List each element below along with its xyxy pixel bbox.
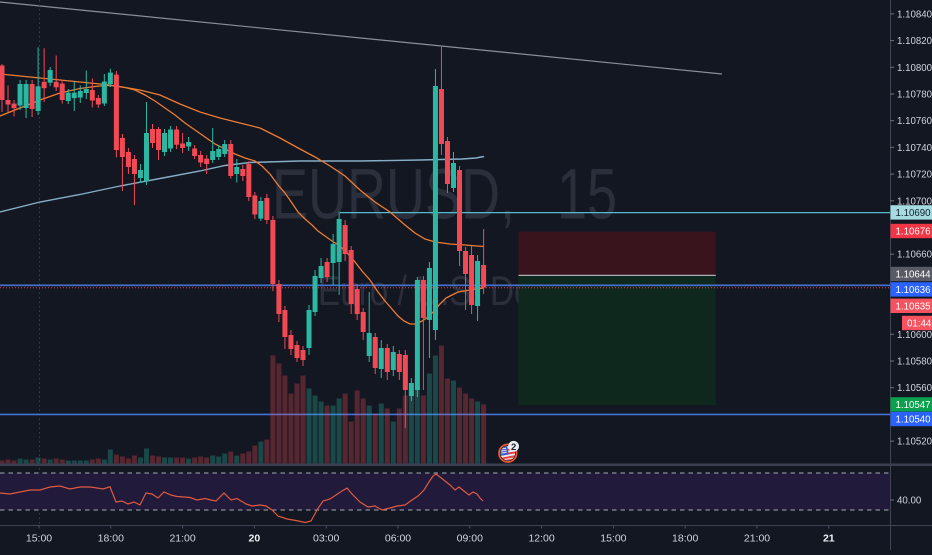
svg-text:1.10635: 1.10635 [896, 301, 931, 312]
svg-text:1.10600: 1.10600 [897, 330, 932, 341]
svg-text:20: 20 [249, 533, 261, 545]
svg-text:1.10580: 1.10580 [897, 357, 932, 368]
svg-text:1.10520: 1.10520 [897, 437, 932, 448]
svg-text:1.10840: 1.10840 [897, 9, 932, 20]
svg-text:15:00: 15:00 [600, 533, 626, 545]
svg-text:18:00: 18:00 [672, 533, 698, 545]
svg-text:1.10820: 1.10820 [897, 36, 932, 47]
svg-text:21:00: 21:00 [169, 533, 195, 545]
svg-text:18:00: 18:00 [98, 533, 124, 545]
svg-text:1.10636: 1.10636 [896, 285, 931, 296]
svg-text:21: 21 [823, 533, 835, 545]
svg-text:1.10560: 1.10560 [897, 383, 932, 394]
svg-text:12:00: 12:00 [528, 533, 554, 545]
svg-text:09:00: 09:00 [457, 533, 483, 545]
svg-text:1.10800: 1.10800 [897, 63, 932, 74]
svg-text:1.10720: 1.10720 [897, 170, 932, 181]
svg-text:40.00: 40.00 [897, 496, 922, 507]
svg-text:EURUSD, 15: EURUSD, 15 [272, 156, 617, 235]
svg-text:1.10660: 1.10660 [897, 250, 932, 261]
svg-text:1.10740: 1.10740 [897, 143, 932, 154]
svg-text:1.10760: 1.10760 [897, 116, 932, 127]
svg-text:1.10676: 1.10676 [896, 227, 931, 238]
svg-text:2: 2 [511, 442, 516, 453]
svg-text:15:00: 15:00 [26, 533, 52, 545]
svg-text:06:00: 06:00 [385, 533, 411, 545]
svg-text:1.10780: 1.10780 [897, 90, 932, 101]
svg-text:1.10540: 1.10540 [896, 415, 932, 426]
svg-text:1.10690: 1.10690 [896, 208, 932, 219]
svg-text:01:44: 01:44 [907, 319, 932, 330]
svg-text:03:00: 03:00 [313, 533, 339, 545]
svg-text:1.10644: 1.10644 [896, 270, 932, 281]
svg-text:21:00: 21:00 [744, 533, 770, 545]
svg-text:1.10547: 1.10547 [896, 400, 931, 411]
